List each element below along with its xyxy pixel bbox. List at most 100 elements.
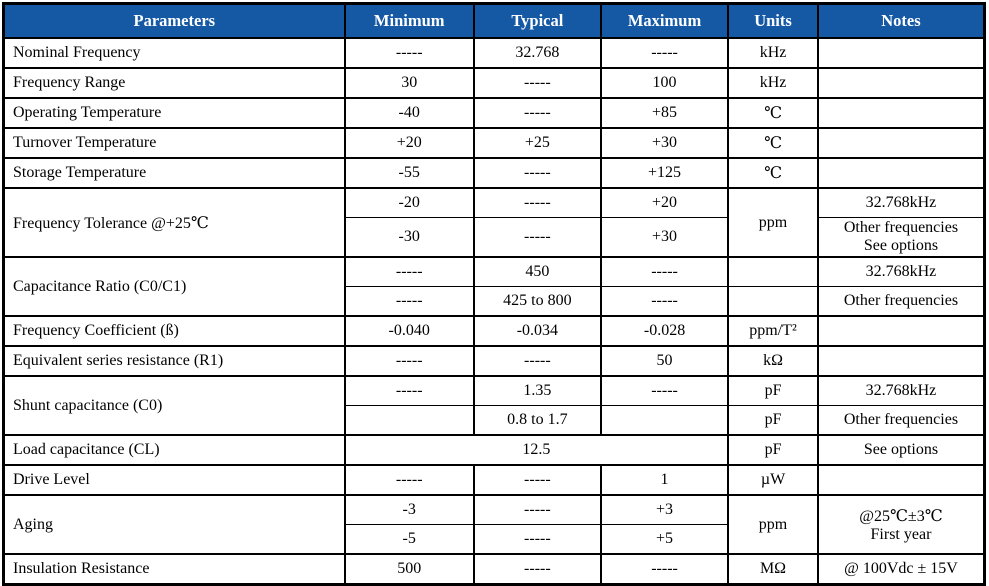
row-frequency-tolerance-2: -30 ----- +30 Other frequencies See options	[4, 217, 986, 257]
frequency-tolerance-notes-1: 32.768kHz	[816, 187, 986, 218]
esr-param: Equivalent series resistance (R1)	[2, 345, 346, 376]
header-col-parameters: Parameters	[2, 3, 346, 39]
aging-param: Aging	[2, 494, 346, 554]
header-col-notes: Notes	[816, 3, 986, 39]
aging-units: ppm	[727, 494, 819, 554]
frequency-range-min: 30	[343, 67, 475, 98]
nominal-frequency-param: Nominal Frequency	[2, 37, 346, 68]
shunt-capacitance-min-1: -----	[343, 375, 475, 406]
insulation-resistance-units: MΩ	[727, 553, 819, 585]
drive-level-param: Drive Level	[2, 464, 346, 495]
row-esr: Equivalent series resistance (R1) ----- --…	[2, 345, 986, 376]
frequency-coefficient-notes	[816, 315, 986, 346]
operating-temperature-max: +85	[599, 97, 730, 128]
frequency-tolerance-max-2: +30	[599, 217, 730, 257]
frequency-tolerance-typ-2: -----	[472, 217, 602, 257]
operating-temperature-typ: -----	[472, 97, 602, 128]
load-capacitance-value: 12.5	[343, 434, 730, 465]
drive-level-max: 1	[599, 464, 730, 495]
row-capacitance-ratio-2: ----- 425 to 800 ----- Other frequencies	[4, 286, 986, 316]
header-col-typical: Typical	[472, 3, 602, 39]
shunt-capacitance-units-2: pF	[727, 405, 819, 435]
frequency-tolerance-min-2: -30	[343, 217, 475, 257]
capacitance-ratio-units-2	[727, 286, 819, 316]
insulation-resistance-param: Insulation Resistance	[2, 553, 346, 585]
row-frequency-tolerance-1: Frequency Tolerance @+25℃ -20 ----- +20 ppm 3…	[2, 187, 986, 257]
operating-temperature-param: Operating Temperature	[2, 97, 346, 128]
esr-units: kΩ	[727, 345, 819, 376]
aging-typ-1: -----	[472, 494, 602, 525]
row-capacitance-ratio-1: Capacitance Ratio (C0/C1) ----- 450 ----- 32…	[2, 256, 986, 316]
storage-temperature-typ: -----	[472, 157, 602, 188]
insulation-resistance-typ: -----	[472, 553, 602, 585]
esr-typ: -----	[472, 345, 602, 376]
shunt-capacitance-param: Shunt capacitance (C0)	[2, 375, 346, 435]
frequency-coefficient-min: -0.040	[343, 315, 475, 346]
row-nominal-frequency: Nominal Frequency ----- 32.768 ----- kHz	[2, 37, 986, 68]
row-frequency-coefficient: Frequency Coefficient (ß) -0.040 -0.034 -0.…	[2, 315, 986, 346]
capacitance-ratio-param: Capacitance Ratio (C0/C1)	[2, 256, 346, 316]
frequency-coefficient-units: ppm/T²	[727, 315, 819, 346]
row-frequency-range: Frequency Range 30 ----- 100 kHz	[2, 67, 986, 98]
esr-max: 50	[599, 345, 730, 376]
frequency-range-typ: -----	[472, 67, 602, 98]
frequency-tolerance-min-1: -20	[343, 187, 475, 218]
frequency-range-notes	[816, 67, 986, 98]
aging-typ-2: -----	[472, 524, 602, 554]
header-col-minimum: Minimum	[343, 3, 475, 39]
drive-level-min: -----	[343, 464, 475, 495]
aging-min-1: -3	[343, 494, 475, 525]
shunt-capacitance-notes-2: Other frequencies	[816, 405, 986, 435]
capacitance-ratio-typ-2: 425 to 800	[472, 286, 602, 316]
turnover-temperature-param: Turnover Temperature	[2, 127, 346, 158]
nominal-frequency-notes	[816, 37, 986, 68]
storage-temperature-param: Storage Temperature	[2, 157, 346, 188]
operating-temperature-units: ℃	[727, 97, 819, 128]
capacitance-ratio-min-2: -----	[343, 286, 475, 316]
operating-temperature-min: -40	[343, 97, 475, 128]
row-storage-temperature: Storage Temperature -55 ----- +125 ℃	[2, 157, 986, 188]
header-col-maximum: Maximum	[599, 3, 730, 39]
frequency-tolerance-max-1: +20	[599, 187, 730, 218]
header-col-units: Units	[727, 3, 819, 39]
insulation-resistance-min: 500	[343, 553, 475, 585]
shunt-capacitance-typ-2: 0.8 to 1.7	[472, 405, 602, 435]
aging-notes: @25℃±3℃ First year	[816, 494, 986, 554]
load-capacitance-units: pF	[727, 434, 819, 465]
frequency-coefficient-param: Frequency Coefficient (ß)	[2, 315, 346, 346]
shunt-capacitance-typ-1: 1.35	[472, 375, 602, 406]
capacitance-ratio-max-1: -----	[599, 256, 730, 287]
frequency-tolerance-notes-2: Other frequencies See options	[816, 217, 986, 257]
load-capacitance-notes: See options	[816, 434, 986, 465]
capacitance-ratio-units-1	[727, 256, 819, 287]
storage-temperature-notes	[816, 157, 986, 188]
shunt-capacitance-notes-1: 32.768kHz	[816, 375, 986, 406]
aging-max-2: +5	[599, 524, 730, 554]
frequency-range-units: kHz	[727, 67, 819, 98]
frequency-range-param: Frequency Range	[2, 67, 346, 98]
shunt-capacitance-max-2	[599, 405, 730, 435]
turnover-temperature-min: +20	[343, 127, 475, 158]
spec-table-body: Nominal Frequency ----- 32.768 ----- kHz Freq…	[2, 37, 986, 585]
aging-max-1: +3	[599, 494, 730, 525]
row-aging-2: -5 ----- +5	[4, 524, 985, 554]
turnover-temperature-units: ℃	[727, 127, 819, 158]
drive-level-units: µW	[727, 464, 819, 495]
row-insulation-resistance: Insulation Resistance 500 ----- ----- MΩ @ 10…	[2, 553, 986, 585]
row-shunt-capacitance-1: Shunt capacitance (C0) ----- 1.35 ----- pF 32…	[2, 375, 986, 435]
shunt-capacitance-max-1: -----	[599, 375, 730, 406]
storage-temperature-units: ℃	[727, 157, 819, 188]
capacitance-ratio-typ-1: 450	[472, 256, 602, 287]
load-capacitance-param: Load capacitance (CL)	[2, 434, 346, 465]
frequency-tolerance-param: Frequency Tolerance @+25℃	[2, 187, 346, 257]
turnover-temperature-max: +30	[599, 127, 730, 158]
operating-temperature-notes	[816, 97, 986, 128]
row-aging-1: Aging -3 ----- +3 ppm @25℃±3℃ First year	[2, 494, 986, 554]
frequency-range-max: 100	[599, 67, 730, 98]
nominal-frequency-typ: 32.768	[472, 37, 602, 68]
nominal-frequency-max: -----	[599, 37, 730, 68]
capacitance-ratio-max-2: -----	[599, 286, 730, 316]
nominal-frequency-min: -----	[343, 37, 475, 68]
